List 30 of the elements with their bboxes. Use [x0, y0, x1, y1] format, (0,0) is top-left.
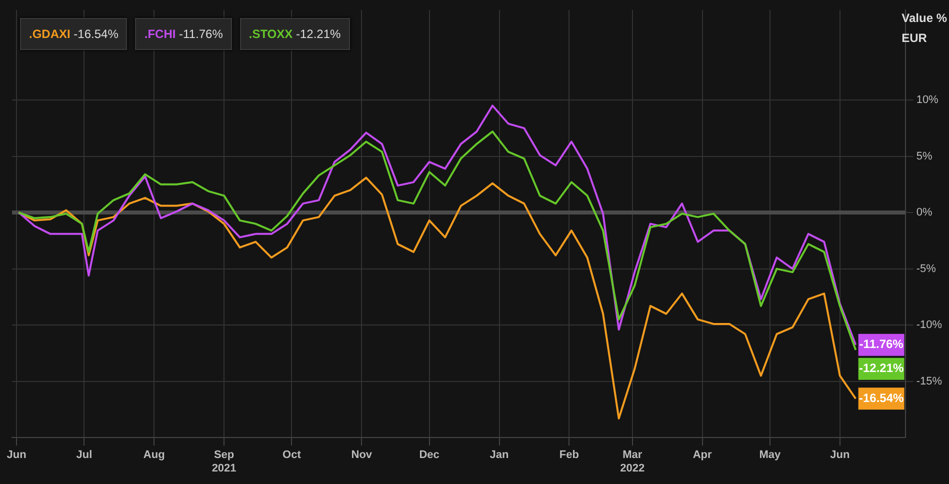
text: -12.21% — [296, 27, 341, 41]
x-tick-label: Jun — [6, 449, 27, 462]
y-tick-label: -15% — [916, 375, 942, 388]
data-label: -12.21% — [858, 361, 904, 376]
y-tick-label: 0% — [916, 206, 932, 219]
data-label: -11.76% — [859, 337, 904, 352]
x-tick-label: Dec — [419, 449, 440, 462]
x-tick-label: Jun — [830, 449, 850, 462]
y-axis-title: Value % — [902, 10, 947, 27]
annotation: EUR — [902, 30, 928, 47]
x-tick-label: Aug — [143, 449, 165, 462]
y-tick-label: 5% — [916, 150, 932, 162]
text: .GDAXI — [29, 27, 70, 41]
text: -11.76% — [179, 27, 223, 41]
text: .STOXX — [248, 27, 293, 41]
data-label: -16.54% — [858, 390, 904, 405]
y-tick-label: -5% — [916, 262, 936, 275]
x-tick-label: Mar 2022 — [620, 449, 645, 474]
x-tick-label: May — [759, 449, 782, 462]
text: -16.54% — [74, 27, 118, 41]
y-tick-label: -10% — [916, 319, 942, 332]
x-tick-label: Oct — [282, 449, 302, 462]
x-tick-label: Feb — [559, 449, 580, 462]
y-tick-label: 10% — [916, 94, 939, 106]
x-tick-label: Jul — [76, 449, 92, 462]
text: .FCHI — [144, 27, 176, 41]
x-tick-label: Jan — [490, 449, 510, 462]
x-tick-label: Nov — [351, 449, 373, 462]
x-tick-label: Apr — [692, 449, 712, 462]
x-tick-label: Sep 2021 — [212, 449, 236, 474]
